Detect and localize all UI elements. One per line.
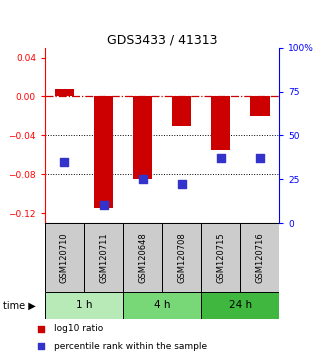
Bar	[172, 97, 191, 126]
Title: GDS3433 / 41313: GDS3433 / 41313	[107, 34, 217, 47]
Text: GSM120708: GSM120708	[177, 232, 186, 283]
Text: 4 h: 4 h	[154, 300, 170, 310]
Text: GSM120710: GSM120710	[60, 232, 69, 283]
Bar	[45, 292, 123, 319]
Bar	[94, 97, 113, 209]
Bar	[123, 292, 201, 319]
Bar	[240, 223, 279, 292]
Bar	[201, 223, 240, 292]
Text: GSM120648: GSM120648	[138, 232, 147, 283]
Point	[101, 202, 106, 208]
Text: GSM120711: GSM120711	[99, 232, 108, 283]
Text: GSM120716: GSM120716	[255, 232, 264, 283]
Bar	[123, 223, 162, 292]
Text: percentile rank within the sample: percentile rank within the sample	[54, 342, 207, 351]
Bar	[201, 292, 279, 319]
Point	[39, 343, 44, 349]
Point	[140, 176, 145, 182]
Bar	[133, 97, 152, 179]
Point	[179, 182, 184, 187]
Bar	[162, 223, 201, 292]
Bar	[55, 89, 74, 97]
Text: log10 ratio: log10 ratio	[54, 324, 103, 333]
Point	[218, 155, 223, 161]
Text: GSM120715: GSM120715	[216, 232, 225, 283]
Text: time ▶: time ▶	[3, 300, 36, 310]
Text: 1 h: 1 h	[76, 300, 92, 310]
Point	[39, 326, 44, 331]
Bar	[211, 97, 230, 150]
Text: 24 h: 24 h	[229, 300, 252, 310]
Point	[62, 159, 67, 165]
Bar	[250, 97, 270, 116]
Bar	[84, 223, 123, 292]
Bar	[45, 223, 84, 292]
Point	[257, 155, 262, 161]
